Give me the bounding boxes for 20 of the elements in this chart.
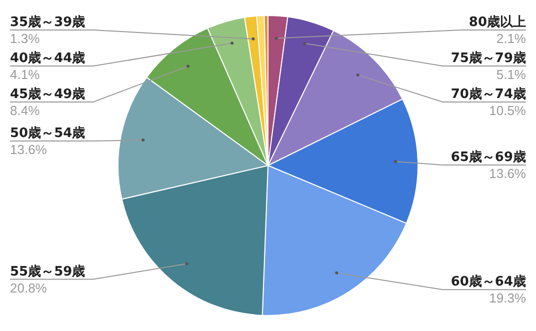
- slice-label: 50歳～54歳: [10, 126, 86, 142]
- data-label: 1.3%: [10, 31, 40, 46]
- slice-label: 65歳～69歳: [450, 150, 526, 166]
- data-label: 13.6%: [489, 166, 526, 182]
- slice-label: 40歳～44歳: [10, 51, 86, 66]
- data-label: 8.4%: [10, 103, 40, 118]
- slice-label: 45歳～49歳: [10, 87, 86, 102]
- slice-label: 80歳以上: [468, 15, 526, 30]
- slice-label: 60歳～64歳: [450, 274, 526, 290]
- data-label: 10.5%: [489, 103, 526, 118]
- slice-label: 55歳～59歳: [10, 264, 86, 280]
- slice-label: 70歳～74歳: [450, 87, 526, 102]
- data-label: 2.1%: [496, 31, 526, 46]
- slice-label: 35歳～39歳: [10, 15, 86, 30]
- slice-label: 75歳～79歳: [450, 51, 526, 66]
- data-label: 13.6%: [10, 142, 48, 158]
- data-label: 5.1%: [496, 67, 526, 82]
- data-label: 19.3%: [489, 290, 526, 306]
- data-label: 4.1%: [10, 67, 40, 82]
- data-label: 20.8%: [10, 280, 48, 296]
